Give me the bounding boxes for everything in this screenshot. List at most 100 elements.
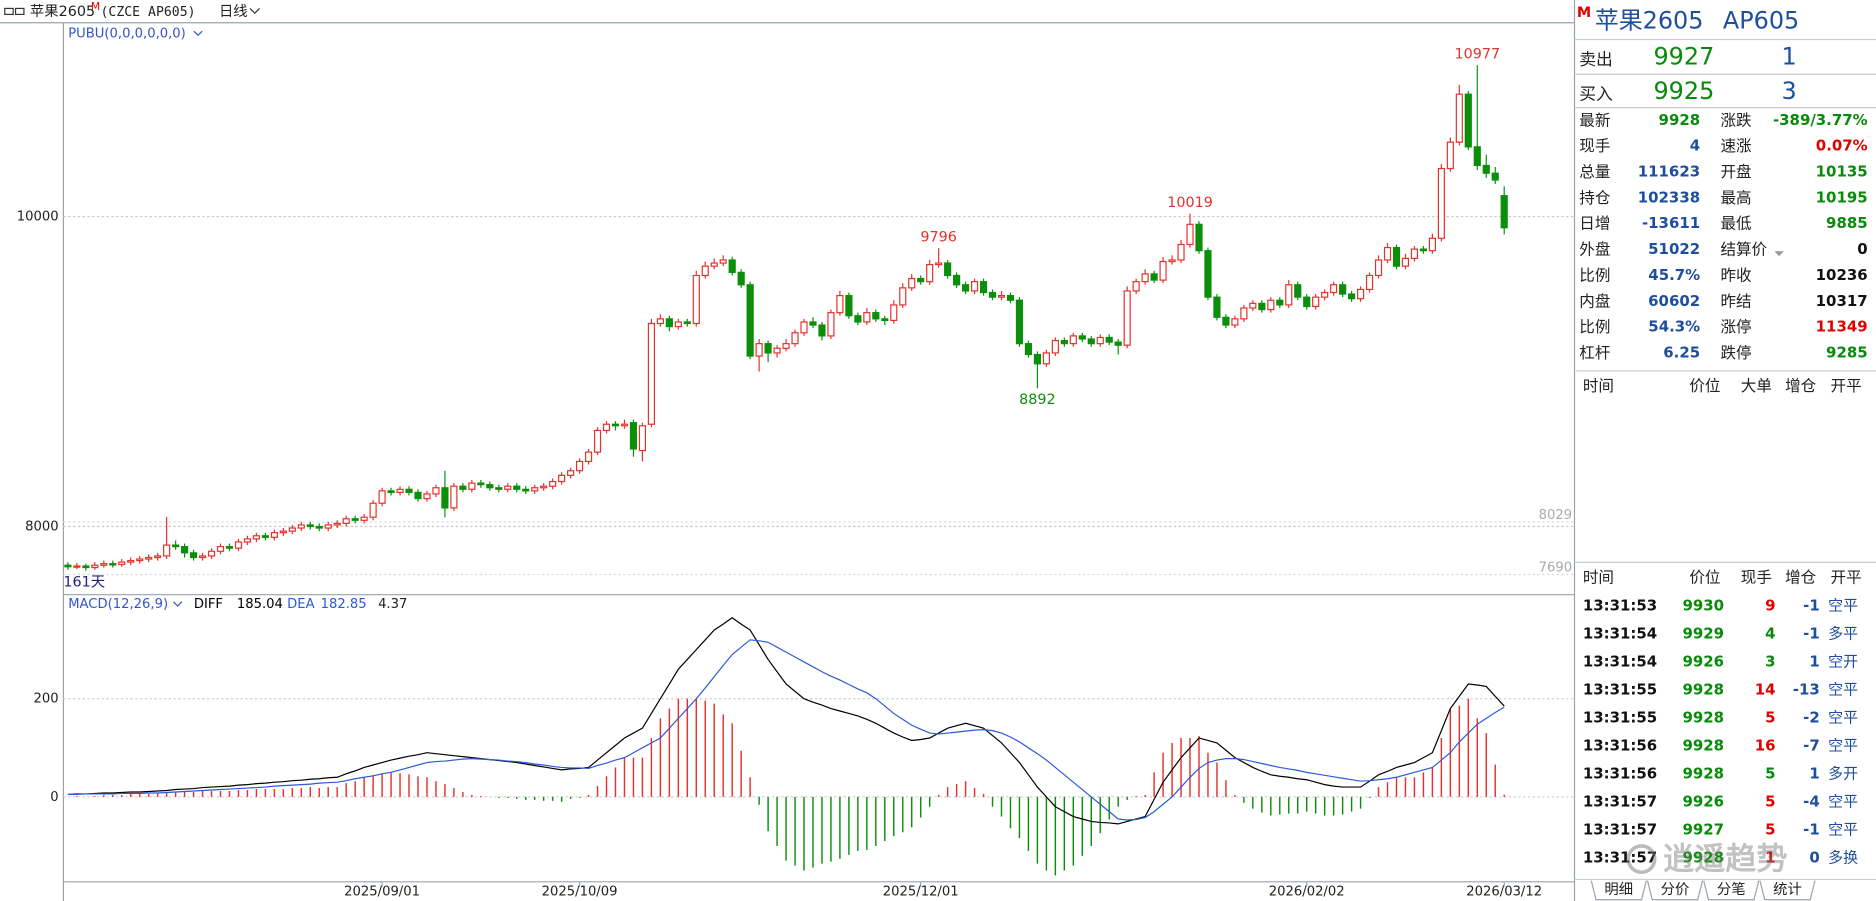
- indicator-label[interactable]: PUBU(0,0,0,0,0,0): [68, 27, 186, 42]
- candle-body: [1348, 293, 1356, 300]
- candle-body: [181, 546, 189, 554]
- book-price: 9927: [1653, 42, 1714, 70]
- quote-label: 昨收: [1720, 266, 1751, 284]
- candle-body: [64, 564, 72, 568]
- candle-body: [378, 490, 386, 504]
- trade-cell: -1: [1803, 597, 1820, 615]
- high-label: 10977: [1454, 46, 1500, 62]
- trade-cell: 13:31:56: [1583, 737, 1657, 755]
- trade-cell: -2: [1803, 709, 1820, 727]
- candle-body: [1123, 290, 1131, 346]
- candle-body: [845, 295, 853, 317]
- candle-body: [567, 470, 575, 476]
- candle-body: [1500, 195, 1508, 229]
- trade-cell: 4: [1765, 625, 1775, 643]
- column-header: 价位: [1689, 377, 1720, 395]
- tab-label[interactable]: 统计: [1773, 881, 1802, 898]
- trade-cell: 空开: [1828, 653, 1858, 671]
- trade-cell: 空平: [1828, 709, 1858, 727]
- candle-body: [252, 535, 261, 540]
- book-label: 买入: [1579, 84, 1613, 104]
- tab-label[interactable]: 分笔: [1717, 881, 1746, 898]
- macd-title[interactable]: MACD(12,26,9): [68, 597, 168, 612]
- candle-body: [962, 284, 970, 292]
- book-price: 9925: [1653, 77, 1714, 105]
- trade-cell: 5: [1765, 793, 1775, 811]
- candle-body: [683, 321, 691, 325]
- tab[interactable]: [1703, 880, 1760, 901]
- candle-body: [1105, 336, 1113, 343]
- link-icon[interactable]: [4, 7, 14, 16]
- link-icon[interactable]: [14, 7, 25, 16]
- book-volume: 1: [1781, 42, 1796, 70]
- candle-body: [414, 491, 422, 500]
- dropdown-arrow[interactable]: [193, 30, 203, 37]
- candle-body: [109, 563, 117, 566]
- candle-body: [1069, 335, 1077, 345]
- candle-body: [881, 318, 889, 321]
- column-header: 增仓: [1785, 377, 1817, 395]
- quote-value: 54.3%: [1648, 318, 1700, 336]
- trade-cell: 13:31:54: [1583, 625, 1657, 643]
- tab[interactable]: [1646, 880, 1704, 901]
- quote-label: 持仓: [1579, 189, 1611, 207]
- candle-body: [1060, 339, 1068, 345]
- candle-body: [396, 488, 404, 493]
- tab-label[interactable]: 分价: [1661, 881, 1690, 898]
- quote-value: 51022: [1648, 240, 1700, 258]
- trade-cell: 9930: [1682, 597, 1724, 615]
- candle-body: [306, 524, 314, 528]
- candle-body: [441, 487, 449, 509]
- candle-body: [1132, 281, 1140, 292]
- column-header: 大单: [1741, 377, 1772, 395]
- candle-body: [73, 565, 81, 568]
- candle-body: [450, 485, 458, 509]
- candle-body: [261, 535, 269, 538]
- watermark: 逍遥趋势: [1663, 841, 1787, 877]
- quote-label: 速涨: [1720, 137, 1752, 155]
- candle-body: [1231, 318, 1239, 326]
- tab[interactable]: [1590, 880, 1647, 901]
- quote-value: 45.7%: [1648, 266, 1700, 284]
- candle-body: [1222, 316, 1230, 326]
- candle-body: [207, 550, 216, 557]
- candle-body: [1482, 164, 1490, 174]
- period-selector[interactable]: 日线: [219, 3, 248, 20]
- candle-body: [674, 321, 682, 328]
- candle-body: [1195, 223, 1203, 252]
- candle-body: [1464, 93, 1472, 148]
- quote-label: 比例: [1579, 266, 1610, 284]
- candle-body: [315, 525, 323, 529]
- toolbar-symbol[interactable]: 苹果2605: [30, 3, 95, 20]
- candle-body: [1015, 299, 1024, 345]
- quote-label: 内盘: [1579, 291, 1610, 310]
- trade-cell: -1: [1803, 625, 1820, 643]
- watermark-logo: [1626, 844, 1657, 875]
- dropdown-arrow[interactable]: [173, 601, 183, 607]
- candle-body: [1078, 335, 1086, 340]
- quote-value: -13611: [1642, 214, 1700, 232]
- column-header: 时间: [1583, 568, 1614, 586]
- trade-cell: 9928: [1682, 709, 1724, 727]
- trade-cell: 1: [1765, 849, 1775, 867]
- candle-body: [540, 485, 548, 489]
- x-tick-label: 2025/10/09: [542, 884, 618, 899]
- candle-body: [297, 524, 305, 529]
- tab-label[interactable]: 明细: [1604, 881, 1633, 898]
- trade-cell: 9928: [1682, 849, 1724, 867]
- trade-cell: 9928: [1682, 681, 1724, 699]
- candle-body: [620, 423, 629, 427]
- trade-cell: 9929: [1682, 625, 1724, 643]
- quote-label: 最高: [1720, 189, 1751, 207]
- trade-cell: 13:31:55: [1583, 681, 1657, 699]
- candle-body: [863, 312, 871, 323]
- dropdown-arrow[interactable]: [249, 7, 261, 15]
- candle-body: [270, 532, 278, 538]
- candle-body: [459, 485, 467, 490]
- trade-cell: 13:31:57: [1583, 849, 1657, 867]
- candle-body: [1186, 223, 1194, 246]
- dropdown-arrow[interactable]: [1774, 251, 1784, 257]
- tab[interactable]: [1759, 880, 1816, 901]
- quote-value: 10236: [1816, 266, 1868, 284]
